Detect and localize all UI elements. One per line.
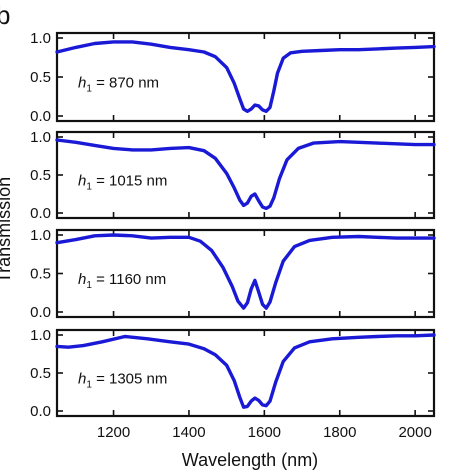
thickness-value: = 1305 nm [92, 370, 167, 387]
thickness-value: = 1015 nm [92, 172, 167, 189]
x-tick-label: 2000 [398, 424, 431, 441]
y-tick-label: 1.0 [30, 327, 51, 344]
x-tick-label: 1200 [97, 424, 130, 441]
y-tick-label: 1.0 [30, 30, 51, 47]
thickness-label: h1 = 1015 nm [78, 172, 167, 192]
panel-1: 0.0 0.5 1.0 h1 = 870 nm [30, 30, 436, 125]
y-tick-label: 0.5 [30, 365, 51, 382]
thickness-var: h [78, 172, 86, 189]
transmission-curve [55, 233, 436, 310]
y-tick-label: 1.0 [30, 129, 51, 146]
panel-letter: b [0, 0, 10, 30]
y-tick-label: 0.5 [30, 266, 51, 283]
panel-4: 0.0 0.5 1.0 h1 = 1305 nm [30, 327, 436, 420]
thickness-var: h [78, 75, 86, 92]
thickness-label: h1 = 1160 nm [78, 271, 166, 291]
y-tick-label: 0.0 [30, 403, 51, 420]
x-tick-label: 1400 [172, 424, 205, 441]
transmission-curve [55, 138, 436, 211]
thickness-var: h [78, 271, 86, 288]
thickness-value: = 870 nm [92, 75, 159, 92]
y-tick-label: 0.0 [30, 108, 51, 125]
x-tick-label: 1600 [248, 424, 281, 441]
transmission-curve [55, 333, 436, 409]
panel-2: 0.0 0.5 1.0 h1 = 1015 nm [30, 129, 436, 222]
y-tick-label: 0.5 [30, 69, 51, 86]
thickness-sub: 1 [86, 280, 92, 291]
thickness-sub: 1 [86, 379, 92, 390]
thickness-sub: 1 [86, 84, 92, 95]
transmission-curve [55, 40, 436, 113]
y-tick-label: 0.0 [30, 304, 51, 321]
x-tick-label: 1800 [323, 424, 356, 441]
thickness-label: h1 = 1305 nm [78, 370, 167, 390]
thickness-label: h1 = 870 nm [78, 75, 159, 95]
thickness-value: = 1160 nm [92, 271, 166, 288]
chart-panels: 0.00.51.0h1 = 870 nm0.00.51.0h1 = 1015 n… [30, 30, 436, 420]
thickness-var: h [78, 370, 86, 387]
x-axis-title: Wavelength (nm) [182, 450, 318, 470]
y-tick-label: 0.5 [30, 167, 51, 184]
panel-3: 0.0 0.5 1.0 h1 = 1160 nm [30, 227, 436, 321]
thickness-sub: 1 [86, 181, 92, 192]
y-tick-label: 1.0 [30, 227, 51, 244]
y-axis-title: Transmission [0, 177, 14, 283]
y-tick-label: 0.0 [30, 205, 51, 222]
x-axis: 1200 1400 1600 1800 2000 [97, 424, 432, 441]
